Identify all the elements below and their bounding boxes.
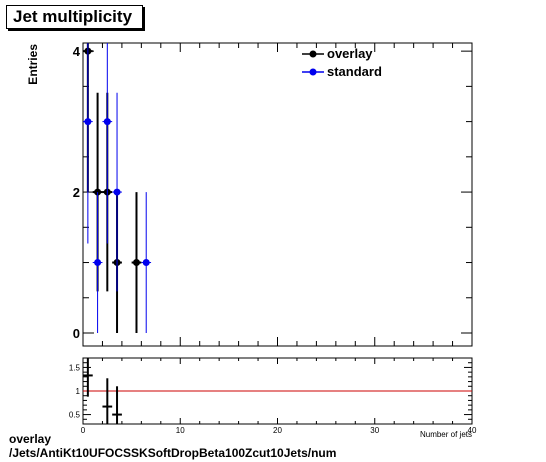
marker-overlay — [132, 259, 140, 267]
main-y-tick-label: 0 — [73, 326, 80, 341]
point-standard — [83, 43, 93, 244]
ratio-x-tick-label: 10 — [176, 426, 185, 435]
main-y-tick-label: 4 — [73, 44, 81, 59]
main-data-points — [83, 43, 152, 333]
ratio-point — [83, 358, 93, 397]
ratio-x-tick-label: 30 — [370, 426, 379, 435]
point-standard — [141, 192, 152, 333]
legend-entry-overlay: overlay — [302, 46, 373, 61]
y-axis-label: Entries — [26, 44, 40, 85]
ratio-x-tick-label: 0 — [81, 426, 86, 435]
footer-line-1: overlay — [9, 432, 52, 446]
marker-standard — [103, 118, 111, 126]
marker-standard — [142, 259, 150, 267]
legend-marker-standard — [309, 68, 317, 76]
main-axis-ticks: 0 2 4 — [73, 43, 473, 346]
ratio-x-tick-label: 20 — [273, 426, 282, 435]
point-standard — [112, 92, 122, 292]
legend: overlay standard — [302, 46, 382, 79]
ratio-axis-ticks: 0 10 20 30 40 0.5 1 1.5 — [69, 358, 477, 435]
main-y-tick-label: 2 — [73, 185, 80, 200]
marker-standard — [84, 118, 92, 126]
marker-standard — [94, 259, 102, 267]
point-standard — [102, 43, 113, 244]
ratio-y-tick-label: 1.5 — [69, 363, 81, 372]
chart-title: Jet multiplicity — [13, 7, 133, 26]
chart-title-box: Jet multiplicity — [6, 5, 143, 29]
point-standard — [92, 192, 103, 333]
point-overlay — [131, 192, 142, 333]
ratio-y-tick-label: 0.5 — [69, 411, 81, 420]
legend-label-overlay: overlay — [327, 46, 373, 61]
marker-standard — [113, 188, 121, 196]
ratio-x-tick-label: 40 — [468, 426, 477, 435]
ratio-point — [102, 378, 113, 424]
legend-label-standard: standard — [327, 64, 382, 79]
x-axis-label: Number of jets — [420, 430, 472, 439]
ratio-data-points — [83, 358, 122, 424]
ratio-y-tick-label: 1 — [76, 387, 81, 396]
legend-entry-standard: standard — [302, 64, 382, 79]
ratio-point — [112, 386, 122, 424]
main-plot-frame — [82, 42, 473, 347]
footer-line-2: /Jets/AntiKt10UFOCSSKSoftDropBeta100Zcut… — [9, 446, 337, 460]
legend-marker-overlay — [309, 50, 317, 58]
